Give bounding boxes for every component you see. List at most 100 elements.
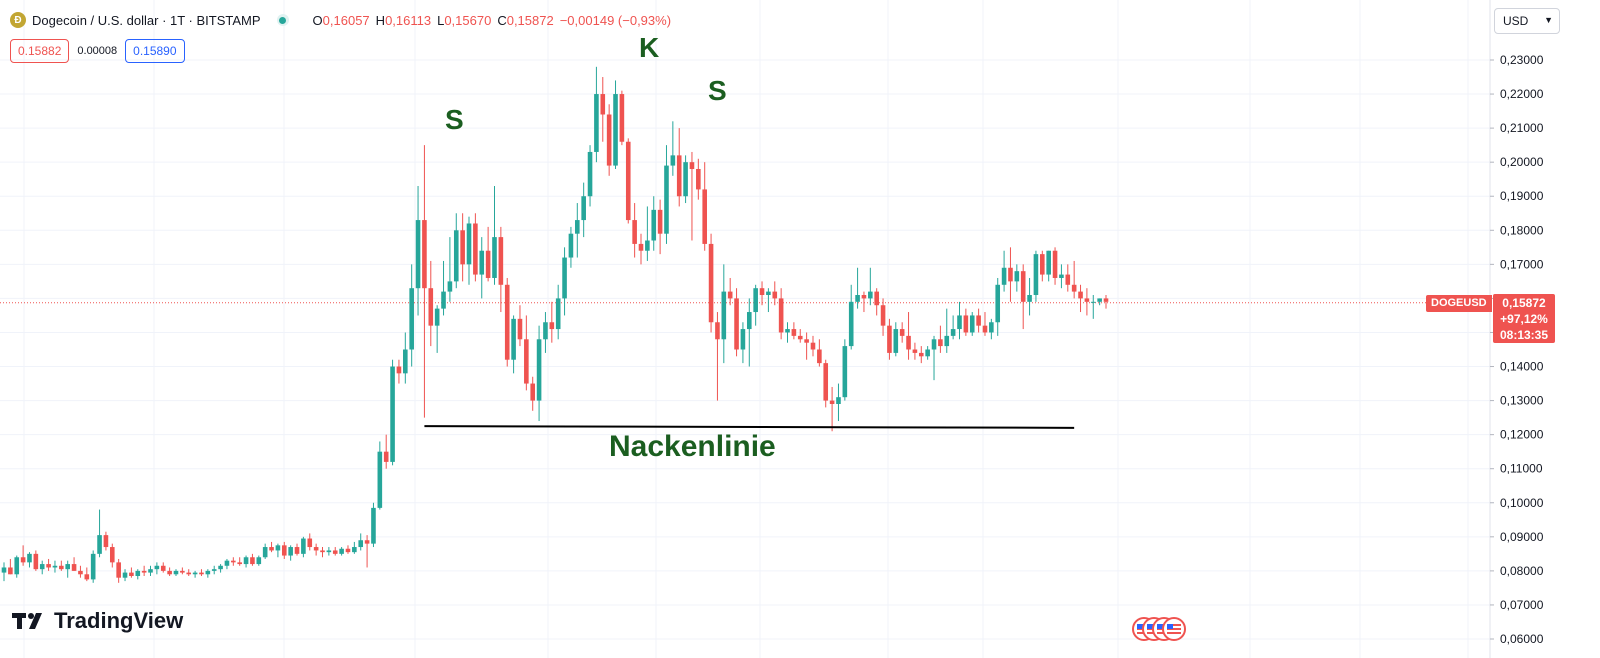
candle-body: [778, 298, 784, 333]
candle-up: [65, 560, 70, 578]
candle-body: [657, 209, 663, 234]
candle-body: [205, 570, 211, 575]
candle-up: [466, 216, 472, 285]
candle-down: [320, 547, 325, 558]
candle-down: [485, 226, 491, 282]
candle-body: [135, 570, 141, 576]
candle-down: [8, 558, 13, 575]
candle-up: [90, 550, 96, 583]
candle-body: [250, 557, 255, 565]
candle-down: [759, 281, 765, 306]
candle-body: [294, 547, 300, 554]
candle-down: [1052, 247, 1058, 285]
buy-price-button[interactable]: 0.15890: [125, 39, 185, 63]
symbol-title[interactable]: Dogecoin / U.S. dollar · 1T · BITSTAMP: [32, 12, 261, 28]
candle-body: [352, 547, 357, 553]
sell-price-button[interactable]: 0.15882: [10, 39, 70, 63]
candle-up: [842, 339, 848, 401]
candle-up: [746, 298, 752, 367]
candle-up: [122, 569, 128, 582]
economic-events[interactable]: [1131, 617, 1191, 641]
candle-body: [141, 570, 147, 573]
candle-down: [473, 213, 478, 282]
price-axis[interactable]: 0,06000 0,07000 0,08000 0,09000 0,10000 0,110…: [1490, 53, 1544, 646]
candle-down: [797, 329, 803, 343]
candle-down: [141, 565, 147, 576]
candle-up: [52, 560, 58, 573]
candle-up: [211, 565, 217, 575]
candle-down: [460, 213, 465, 282]
candle-body: [173, 570, 179, 575]
candle-body: [52, 565, 58, 568]
candle-body: [320, 550, 325, 553]
candle-body: [224, 560, 230, 566]
candle-body: [918, 352, 924, 357]
candle-body: [638, 243, 644, 251]
candle-up: [262, 543, 268, 559]
candle-body: [358, 540, 364, 548]
candle-up: [288, 545, 293, 561]
candle-body: [396, 366, 402, 374]
candle-down: [778, 288, 784, 340]
candle-down: [281, 541, 287, 559]
candle-body: [186, 572, 192, 575]
candle-down: [167, 567, 172, 576]
y-tick-label: 0,18000: [1500, 223, 1544, 237]
tradingview-icon: [12, 610, 46, 632]
candle-body: [759, 288, 765, 296]
candle-down: [269, 541, 274, 553]
candle-body: [817, 349, 822, 364]
dogecoin-icon: Ð: [10, 12, 26, 28]
candle-up: [753, 284, 758, 326]
candle-body: [377, 451, 383, 508]
candle-up: [479, 237, 485, 299]
candle-up: [409, 264, 414, 367]
candle-down: [912, 342, 918, 360]
candle-down: [823, 359, 829, 408]
spread-value: 0.00008: [77, 45, 118, 57]
candle-down: [734, 288, 739, 357]
market-status-icon[interactable]: [276, 14, 289, 26]
candle-up: [645, 206, 650, 261]
candle-up: [415, 186, 421, 316]
candle-body: [1078, 291, 1083, 299]
tradingview-logo[interactable]: TradingView: [12, 608, 183, 634]
candle-body: [1020, 271, 1026, 302]
candle-up: [721, 264, 727, 364]
candle-body: [428, 288, 434, 326]
candle-body: [269, 547, 274, 551]
candle-body: [899, 329, 905, 336]
candle-body: [543, 322, 548, 340]
candle-body: [689, 162, 695, 169]
candle-body: [243, 557, 249, 565]
tradingview-wordmark: TradingView: [54, 608, 184, 633]
candle-body: [625, 141, 631, 221]
candle-up: [575, 203, 580, 258]
candle-down: [517, 305, 523, 347]
candle-body: [861, 295, 867, 299]
candle-body: [1059, 274, 1064, 278]
candle-up: [511, 315, 516, 374]
candle-down: [689, 151, 695, 241]
candle-down: [1078, 284, 1083, 313]
currency-select[interactable]: USD ▼: [1494, 8, 1560, 34]
current-price: 0,15872: [1502, 296, 1546, 310]
candle-up: [536, 325, 542, 422]
candle-body: [1033, 254, 1039, 296]
grid: [0, 0, 1490, 658]
head-label: K: [639, 32, 660, 63]
candle-up: [957, 301, 962, 340]
candle-body: [555, 298, 561, 330]
candle-down: [861, 291, 867, 313]
candle-body: [829, 400, 835, 404]
candle-body: [536, 339, 542, 401]
candle-down: [313, 543, 319, 556]
candle-body: [587, 151, 593, 197]
candle-body: [434, 308, 440, 326]
candle-up: [358, 533, 364, 551]
left-shoulder-label: S: [445, 104, 464, 135]
candle-body: [383, 451, 389, 462]
candle-body: [613, 94, 618, 166]
us-flag-icon[interactable]: [1162, 617, 1186, 641]
